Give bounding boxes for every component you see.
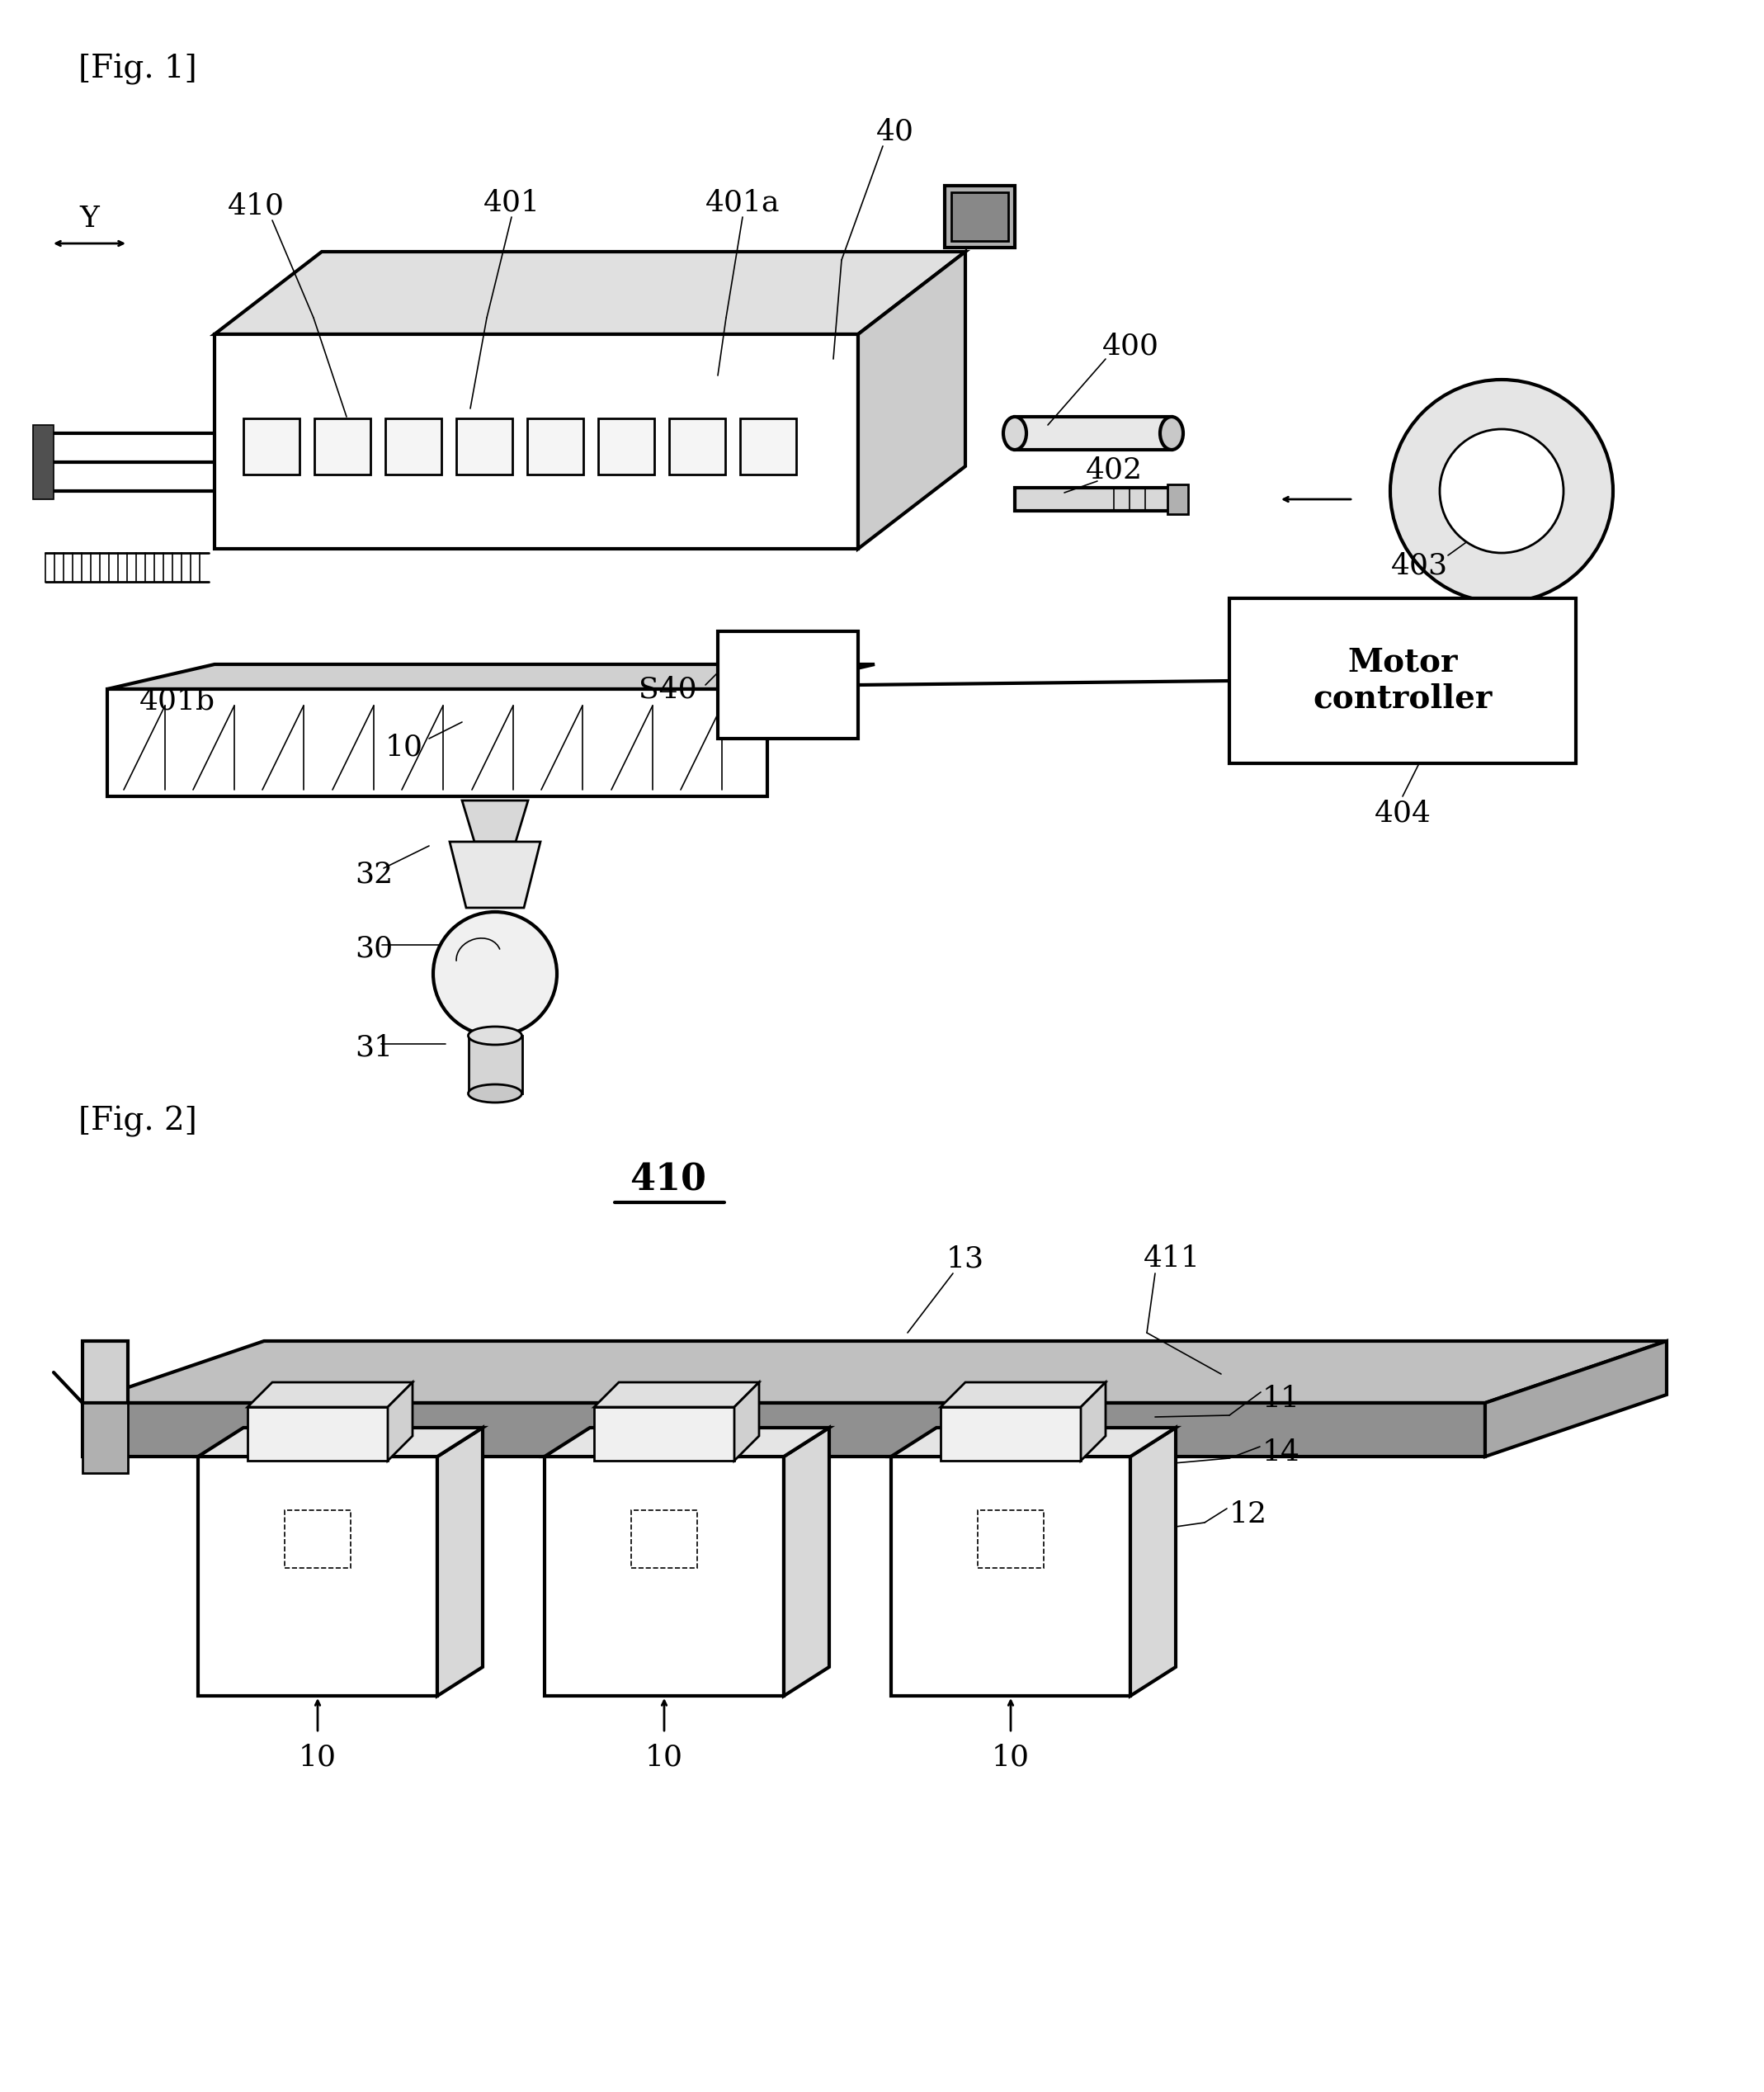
Polygon shape [198,1427,483,1456]
Text: S40: S40 [639,676,697,703]
Bar [469,1036,522,1094]
Text: 10: 10 [991,1745,1030,1772]
Bar [741,418,796,475]
Polygon shape [1081,1383,1106,1460]
Bar [940,1408,1081,1460]
Text: 30: 30 [355,935,393,962]
Polygon shape [388,1383,413,1460]
Polygon shape [594,1383,759,1408]
Polygon shape [108,665,875,688]
Text: 10: 10 [298,1745,337,1772]
Text: 31: 31 [355,1033,393,1063]
Bar [718,632,857,738]
Circle shape [1390,379,1612,602]
Polygon shape [108,688,767,797]
Text: 10: 10 [385,732,423,761]
Bar [247,1408,388,1460]
Polygon shape [857,251,965,548]
Text: 410: 410 [228,192,284,220]
Bar [34,425,53,500]
Polygon shape [83,1341,127,1404]
Polygon shape [437,1427,483,1697]
Polygon shape [83,1404,127,1473]
Text: 401b: 401b [139,688,215,715]
Text: [Fig. 1]: [Fig. 1] [78,54,198,86]
Bar [951,192,1009,241]
Text: [Fig. 2]: [Fig. 2] [78,1107,198,1138]
Polygon shape [891,1456,1131,1697]
Polygon shape [215,335,857,548]
Polygon shape [940,1383,1106,1408]
Bar [669,418,725,475]
Polygon shape [462,801,527,841]
Circle shape [434,912,557,1036]
Text: 410: 410 [630,1163,707,1199]
Bar [977,1510,1044,1569]
Text: 411: 411 [1143,1245,1200,1272]
Bar [314,418,370,475]
Polygon shape [545,1427,829,1456]
Bar [594,1408,734,1460]
Polygon shape [83,1404,1485,1456]
Polygon shape [215,251,965,335]
Bar [527,418,584,475]
Circle shape [1439,429,1563,552]
Text: 11: 11 [1263,1385,1300,1412]
Bar [946,186,1014,247]
Ellipse shape [467,1084,522,1102]
Text: 40: 40 [877,117,914,146]
Text: 401: 401 [483,188,540,215]
Bar [1014,487,1171,510]
Polygon shape [891,1427,1177,1456]
Text: 14: 14 [1263,1439,1300,1466]
Text: 12: 12 [1230,1500,1267,1529]
Text: 401a: 401a [706,188,780,215]
Text: 32: 32 [355,860,393,889]
Bar [1230,598,1575,764]
Bar [598,418,654,475]
Polygon shape [83,1341,1667,1404]
Polygon shape [1131,1427,1177,1697]
Bar [385,418,441,475]
Text: 13: 13 [946,1245,984,1272]
Bar [243,418,300,475]
Ellipse shape [1161,416,1184,450]
Bar [1168,485,1189,515]
Bar [457,418,512,475]
Polygon shape [198,1456,437,1697]
Text: 404: 404 [1374,799,1431,826]
Polygon shape [734,1383,759,1460]
Ellipse shape [1004,416,1027,450]
Polygon shape [783,1427,829,1697]
Polygon shape [450,841,540,908]
Text: 402: 402 [1085,456,1143,485]
Bar [284,1510,351,1569]
Ellipse shape [467,1027,522,1044]
Bar [1014,416,1171,450]
Polygon shape [247,1383,413,1408]
Text: Motor
controller: Motor controller [1312,646,1492,715]
Polygon shape [1485,1341,1667,1456]
Text: 10: 10 [646,1745,683,1772]
Bar [632,1510,697,1569]
Text: Y: Y [79,205,99,232]
Text: 403: 403 [1390,552,1448,579]
Text: 400: 400 [1102,333,1159,360]
Polygon shape [545,1456,783,1697]
